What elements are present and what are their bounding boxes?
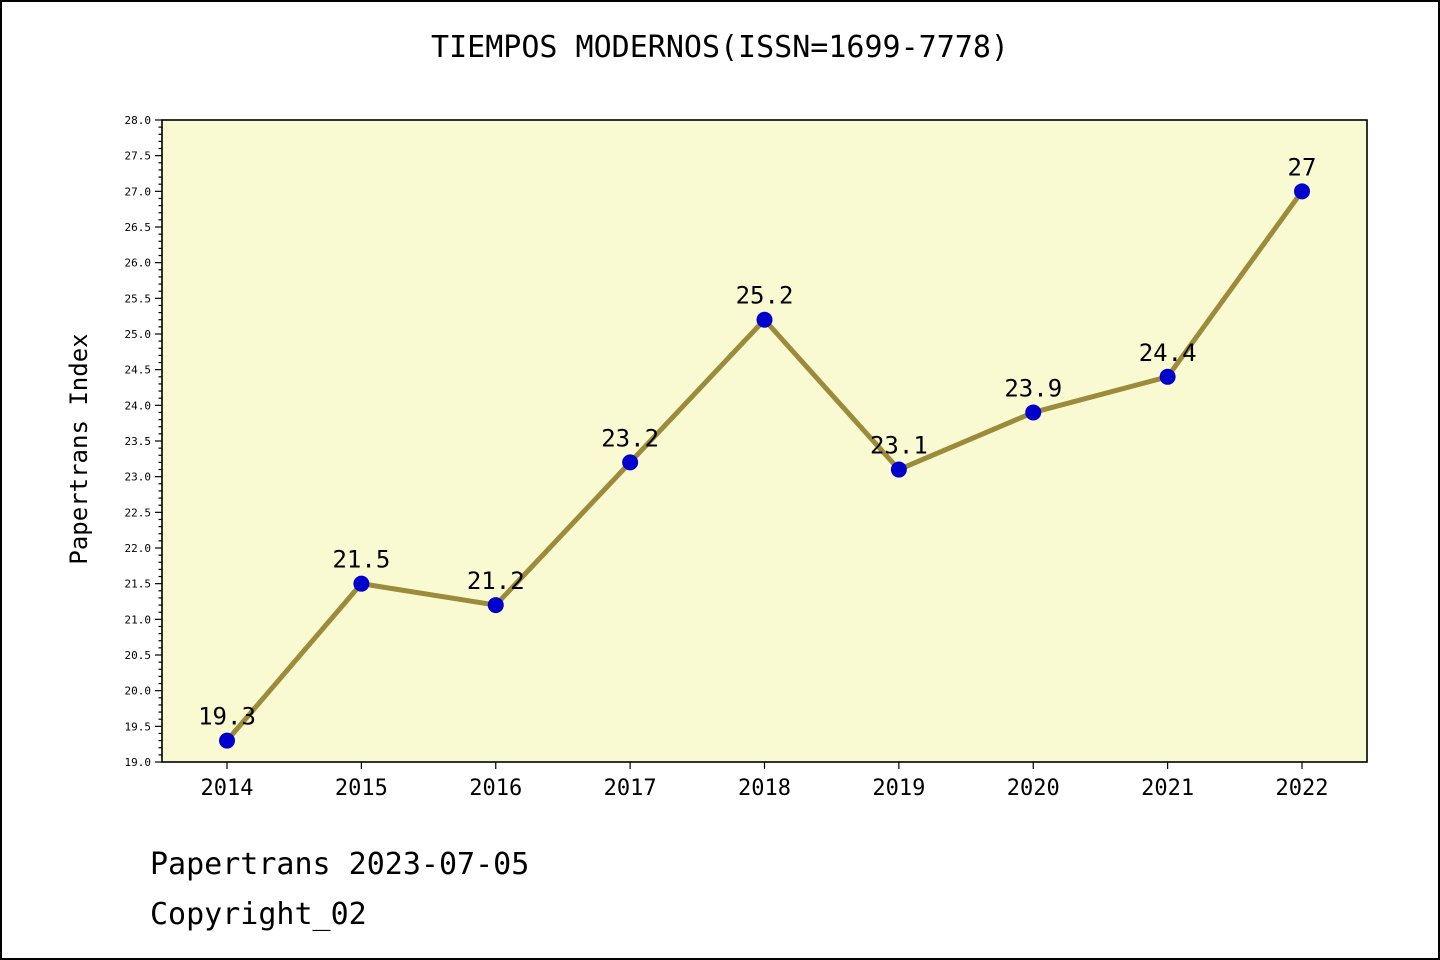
point-label: 24.4 <box>1139 339 1197 367</box>
point-label: 23.2 <box>601 424 659 452</box>
y-tick-label: 25.5 <box>125 292 152 305</box>
y-tick-label: 22.0 <box>125 542 152 555</box>
point-label: 27 <box>1288 153 1317 181</box>
y-tick-label: 21.5 <box>125 578 152 591</box>
x-tick-label: 2018 <box>738 776 791 801</box>
y-tick-label: 20.5 <box>125 649 152 662</box>
y-tick-label: 20.0 <box>125 685 152 698</box>
footer: Papertrans 2023-07-05 Copyright_02 <box>150 840 529 940</box>
data-point <box>622 454 639 471</box>
plot-area <box>162 120 1367 762</box>
x-tick-label: 2021 <box>1141 776 1194 801</box>
data-point <box>487 597 504 614</box>
data-point <box>1159 368 1176 385</box>
y-tick-label: 19.0 <box>125 756 152 769</box>
point-label: 19.3 <box>198 703 256 731</box>
point-label: 25.2 <box>736 282 794 310</box>
point-label: 21.2 <box>467 567 525 595</box>
y-tick-label: 22.5 <box>125 506 152 519</box>
footer-date: Papertrans 2023-07-05 <box>150 847 530 882</box>
chart-title: TIEMPOS MODERNOS(ISSN=1699-7778) <box>431 30 1009 65</box>
point-label: 23.9 <box>1004 374 1062 402</box>
data-point <box>219 732 235 749</box>
x-tick-label: 2019 <box>872 776 925 801</box>
y-tick-label: 24.0 <box>125 399 152 412</box>
x-tick-label: 2015 <box>335 776 388 801</box>
y-tick-label: 25.0 <box>125 328 152 341</box>
y-tick-label: 26.5 <box>125 221 152 234</box>
x-tick-label: 2017 <box>604 776 657 801</box>
y-tick-label: 21.0 <box>125 613 152 626</box>
y-tick-label: 27.5 <box>125 150 152 163</box>
y-tick-label: 24.5 <box>125 364 152 377</box>
y-tick-label: 27.0 <box>125 185 152 198</box>
data-point <box>1025 404 1042 421</box>
plot-border <box>161 119 1368 763</box>
x-tick-label: 2020 <box>1007 776 1060 801</box>
point-label: 23.1 <box>870 432 928 460</box>
x-tick-label: 2016 <box>469 776 522 801</box>
y-tick-label: 23.0 <box>125 471 152 484</box>
y-tick-label: 23.5 <box>125 435 152 448</box>
x-tick-label: 2022 <box>1276 776 1329 801</box>
data-point <box>1294 183 1310 200</box>
data-point <box>756 311 773 328</box>
data-point <box>353 575 370 592</box>
point-label: 21.5 <box>332 546 390 574</box>
data-point <box>890 461 907 478</box>
x-tick-label: 2014 <box>201 776 254 801</box>
y-tick-label: 19.5 <box>125 720 152 733</box>
y-tick-label: 26.0 <box>125 257 152 270</box>
footer-copyright: Copyright_02 <box>150 897 367 932</box>
y-tick-label: 28.0 <box>125 114 152 127</box>
